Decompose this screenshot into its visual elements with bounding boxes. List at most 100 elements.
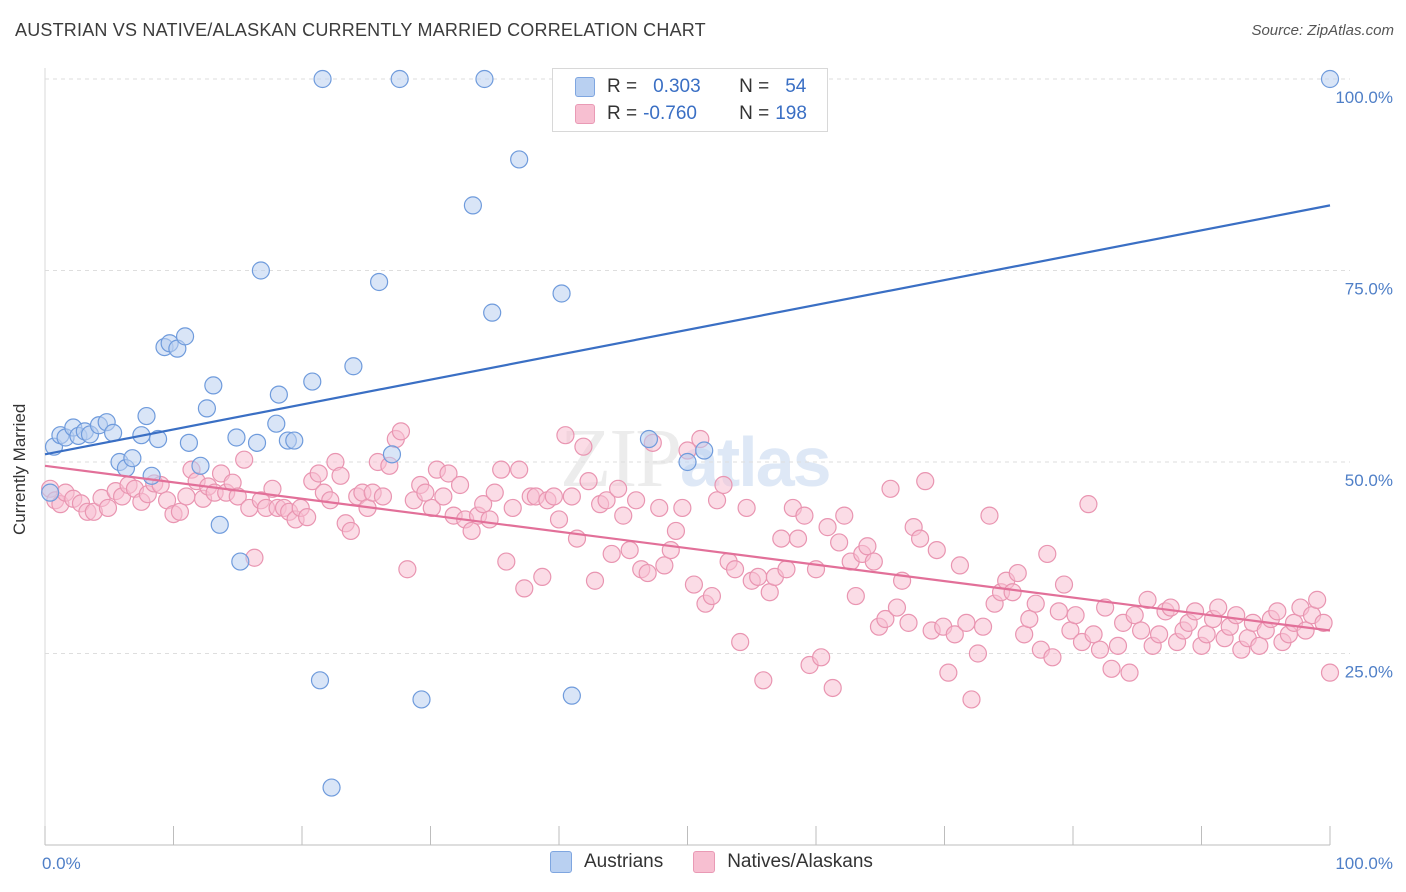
native-point xyxy=(830,533,849,552)
austrian-point xyxy=(322,778,341,797)
native-point xyxy=(503,498,522,518)
native-point xyxy=(1084,625,1103,644)
legend-row-austrians: R = 0.303 N = 54 xyxy=(575,74,806,100)
native-point xyxy=(235,450,254,469)
native-point xyxy=(916,472,935,491)
native-point xyxy=(887,598,907,617)
natives-points xyxy=(41,422,1340,709)
native-point xyxy=(309,464,328,483)
native-point xyxy=(1308,590,1327,609)
native-point xyxy=(1020,609,1039,629)
native-point xyxy=(823,678,842,698)
native-point xyxy=(702,586,722,606)
native-point xyxy=(497,552,516,571)
legend-label-natives: Natives/Alaskans xyxy=(727,851,873,872)
native-point xyxy=(544,487,563,506)
native-point xyxy=(684,575,704,594)
native-point xyxy=(480,510,499,529)
native-point xyxy=(1108,636,1128,655)
native-point xyxy=(1102,659,1121,678)
native-point xyxy=(673,498,692,518)
austrian-point xyxy=(562,686,581,705)
native-point xyxy=(707,491,727,510)
native-point xyxy=(597,491,616,510)
native-point xyxy=(899,613,918,632)
native-point xyxy=(725,560,745,579)
austrian-point xyxy=(303,372,322,391)
native-point xyxy=(1161,598,1180,617)
native-point xyxy=(749,567,768,587)
native-point xyxy=(462,521,481,541)
native-point xyxy=(731,632,750,652)
native-point xyxy=(950,556,970,575)
austrian-point xyxy=(142,466,161,485)
native-point xyxy=(962,690,981,709)
legend-item-austrians: Austrians xyxy=(550,851,663,873)
native-point xyxy=(666,521,686,541)
native-point xyxy=(795,506,814,525)
y-tick-label: 75.0% xyxy=(1345,280,1393,299)
native-point xyxy=(373,487,393,506)
austrian-point xyxy=(1320,69,1340,89)
native-point xyxy=(341,521,360,541)
native-point xyxy=(1209,598,1228,617)
native-point xyxy=(812,648,831,667)
austrian-point xyxy=(390,69,409,89)
native-point xyxy=(846,586,865,606)
native-point xyxy=(1008,563,1027,583)
native-point xyxy=(1314,613,1333,632)
austrian-point xyxy=(370,272,389,292)
native-point xyxy=(562,487,581,506)
austrian-point xyxy=(137,406,156,426)
native-trend-line xyxy=(44,464,1331,632)
native-point xyxy=(574,437,593,456)
austrian-point xyxy=(412,690,431,709)
native-point xyxy=(1090,640,1110,659)
native-point xyxy=(439,464,458,483)
native-point xyxy=(1054,575,1074,594)
legend-swatch-blue xyxy=(575,77,595,97)
native-point xyxy=(228,487,247,506)
native-point xyxy=(177,487,196,506)
native-point xyxy=(533,567,552,587)
native-point xyxy=(980,506,999,525)
austrian-point xyxy=(313,69,332,89)
native-point xyxy=(754,671,773,690)
native-point xyxy=(927,540,946,560)
native-point xyxy=(1125,606,1144,625)
austrian-point xyxy=(41,483,60,502)
austrians-points xyxy=(41,69,1340,797)
legend-r-value: 0.303 xyxy=(653,76,701,97)
native-point xyxy=(1132,621,1151,640)
austrian-point xyxy=(310,671,330,690)
x-tick-label: 100.0% xyxy=(1335,854,1393,873)
axes xyxy=(44,68,1331,846)
native-point xyxy=(968,644,988,663)
native-point xyxy=(835,506,854,525)
austrian-point xyxy=(227,428,246,447)
austrian-point xyxy=(148,429,168,449)
austrian-point xyxy=(678,452,697,472)
tick-labels: 25.0% 50.0% 75.0% 100.0% 0.0% 100.0% xyxy=(42,88,1393,873)
austrian-point xyxy=(204,376,223,395)
trend-lines xyxy=(44,204,1331,632)
native-point xyxy=(321,491,340,510)
native-point xyxy=(772,529,791,548)
legend-n-label: N = xyxy=(739,103,770,124)
native-point xyxy=(1138,590,1157,609)
native-point xyxy=(609,479,628,498)
y-tick-label: 50.0% xyxy=(1345,471,1393,490)
legend-label-austrians: Austrians xyxy=(584,851,664,872)
native-point xyxy=(973,617,993,636)
native-point xyxy=(170,502,190,521)
native-point xyxy=(556,426,575,445)
austrian-point xyxy=(695,441,714,460)
native-point xyxy=(655,556,674,575)
native-point xyxy=(876,609,895,629)
austrian-point xyxy=(269,385,288,404)
austrian-point xyxy=(510,150,529,169)
austrian-point xyxy=(382,445,402,464)
native-point xyxy=(1250,636,1269,655)
legend-swatch-blue xyxy=(550,851,572,873)
native-point xyxy=(1120,663,1139,682)
